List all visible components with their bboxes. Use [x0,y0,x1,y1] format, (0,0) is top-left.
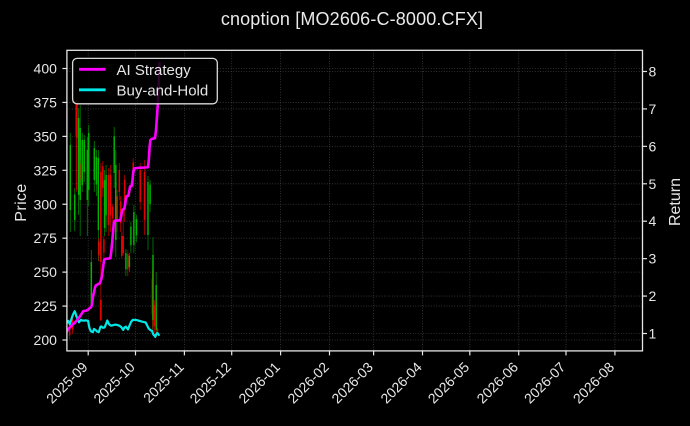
svg-text:275: 275 [34,230,58,246]
svg-text:AI Strategy: AI Strategy [117,62,192,79]
svg-text:325: 325 [34,162,58,178]
svg-text:cnoption [MO2606-C-8000.CFX]: cnoption [MO2606-C-8000.CFX] [221,9,483,29]
svg-text:375: 375 [34,94,58,110]
svg-text:2: 2 [649,288,657,304]
svg-text:3: 3 [649,251,657,267]
svg-text:8: 8 [649,63,657,79]
svg-text:225: 225 [34,298,58,314]
svg-text:4: 4 [649,213,657,229]
svg-text:6: 6 [649,138,657,154]
svg-text:7: 7 [649,101,657,117]
svg-text:5: 5 [649,176,657,192]
svg-text:Price: Price [13,183,30,221]
svg-text:300: 300 [34,196,58,212]
svg-text:Return: Return [667,178,684,226]
svg-text:200: 200 [34,332,58,348]
svg-text:1: 1 [649,326,657,342]
svg-text:350: 350 [34,128,58,144]
svg-text:400: 400 [34,61,58,77]
svg-text:250: 250 [34,264,58,280]
svg-text:Buy-and-Hold: Buy-and-Hold [117,82,209,99]
